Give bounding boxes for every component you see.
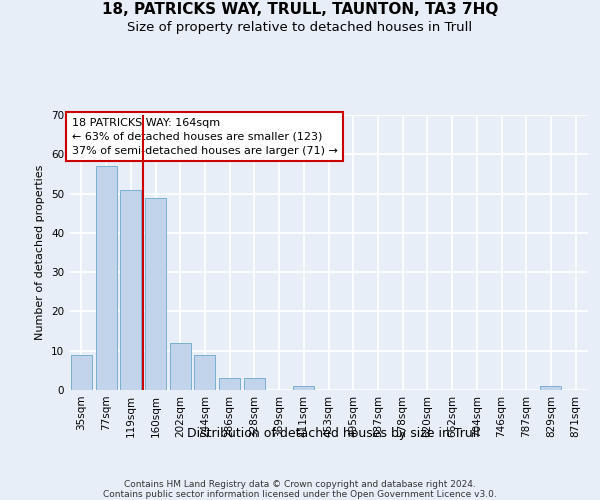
Text: 18, PATRICKS WAY, TRULL, TAUNTON, TA3 7HQ: 18, PATRICKS WAY, TRULL, TAUNTON, TA3 7H… xyxy=(102,2,498,18)
Bar xyxy=(95,166,116,390)
Bar xyxy=(219,378,240,390)
Bar xyxy=(194,354,215,390)
Text: 18 PATRICKS WAY: 164sqm
← 63% of detached houses are smaller (123)
37% of semi-d: 18 PATRICKS WAY: 164sqm ← 63% of detache… xyxy=(71,118,337,156)
Text: Contains HM Land Registry data © Crown copyright and database right 2024.
Contai: Contains HM Land Registry data © Crown c… xyxy=(103,480,497,499)
Bar xyxy=(170,343,191,390)
Bar xyxy=(244,378,265,390)
Bar xyxy=(120,190,141,390)
Text: Distribution of detached houses by size in Trull: Distribution of detached houses by size … xyxy=(187,428,479,440)
Bar xyxy=(145,198,166,390)
Y-axis label: Number of detached properties: Number of detached properties xyxy=(35,165,46,340)
Bar xyxy=(71,354,92,390)
Bar xyxy=(293,386,314,390)
Bar xyxy=(541,386,562,390)
Text: Size of property relative to detached houses in Trull: Size of property relative to detached ho… xyxy=(127,22,473,35)
